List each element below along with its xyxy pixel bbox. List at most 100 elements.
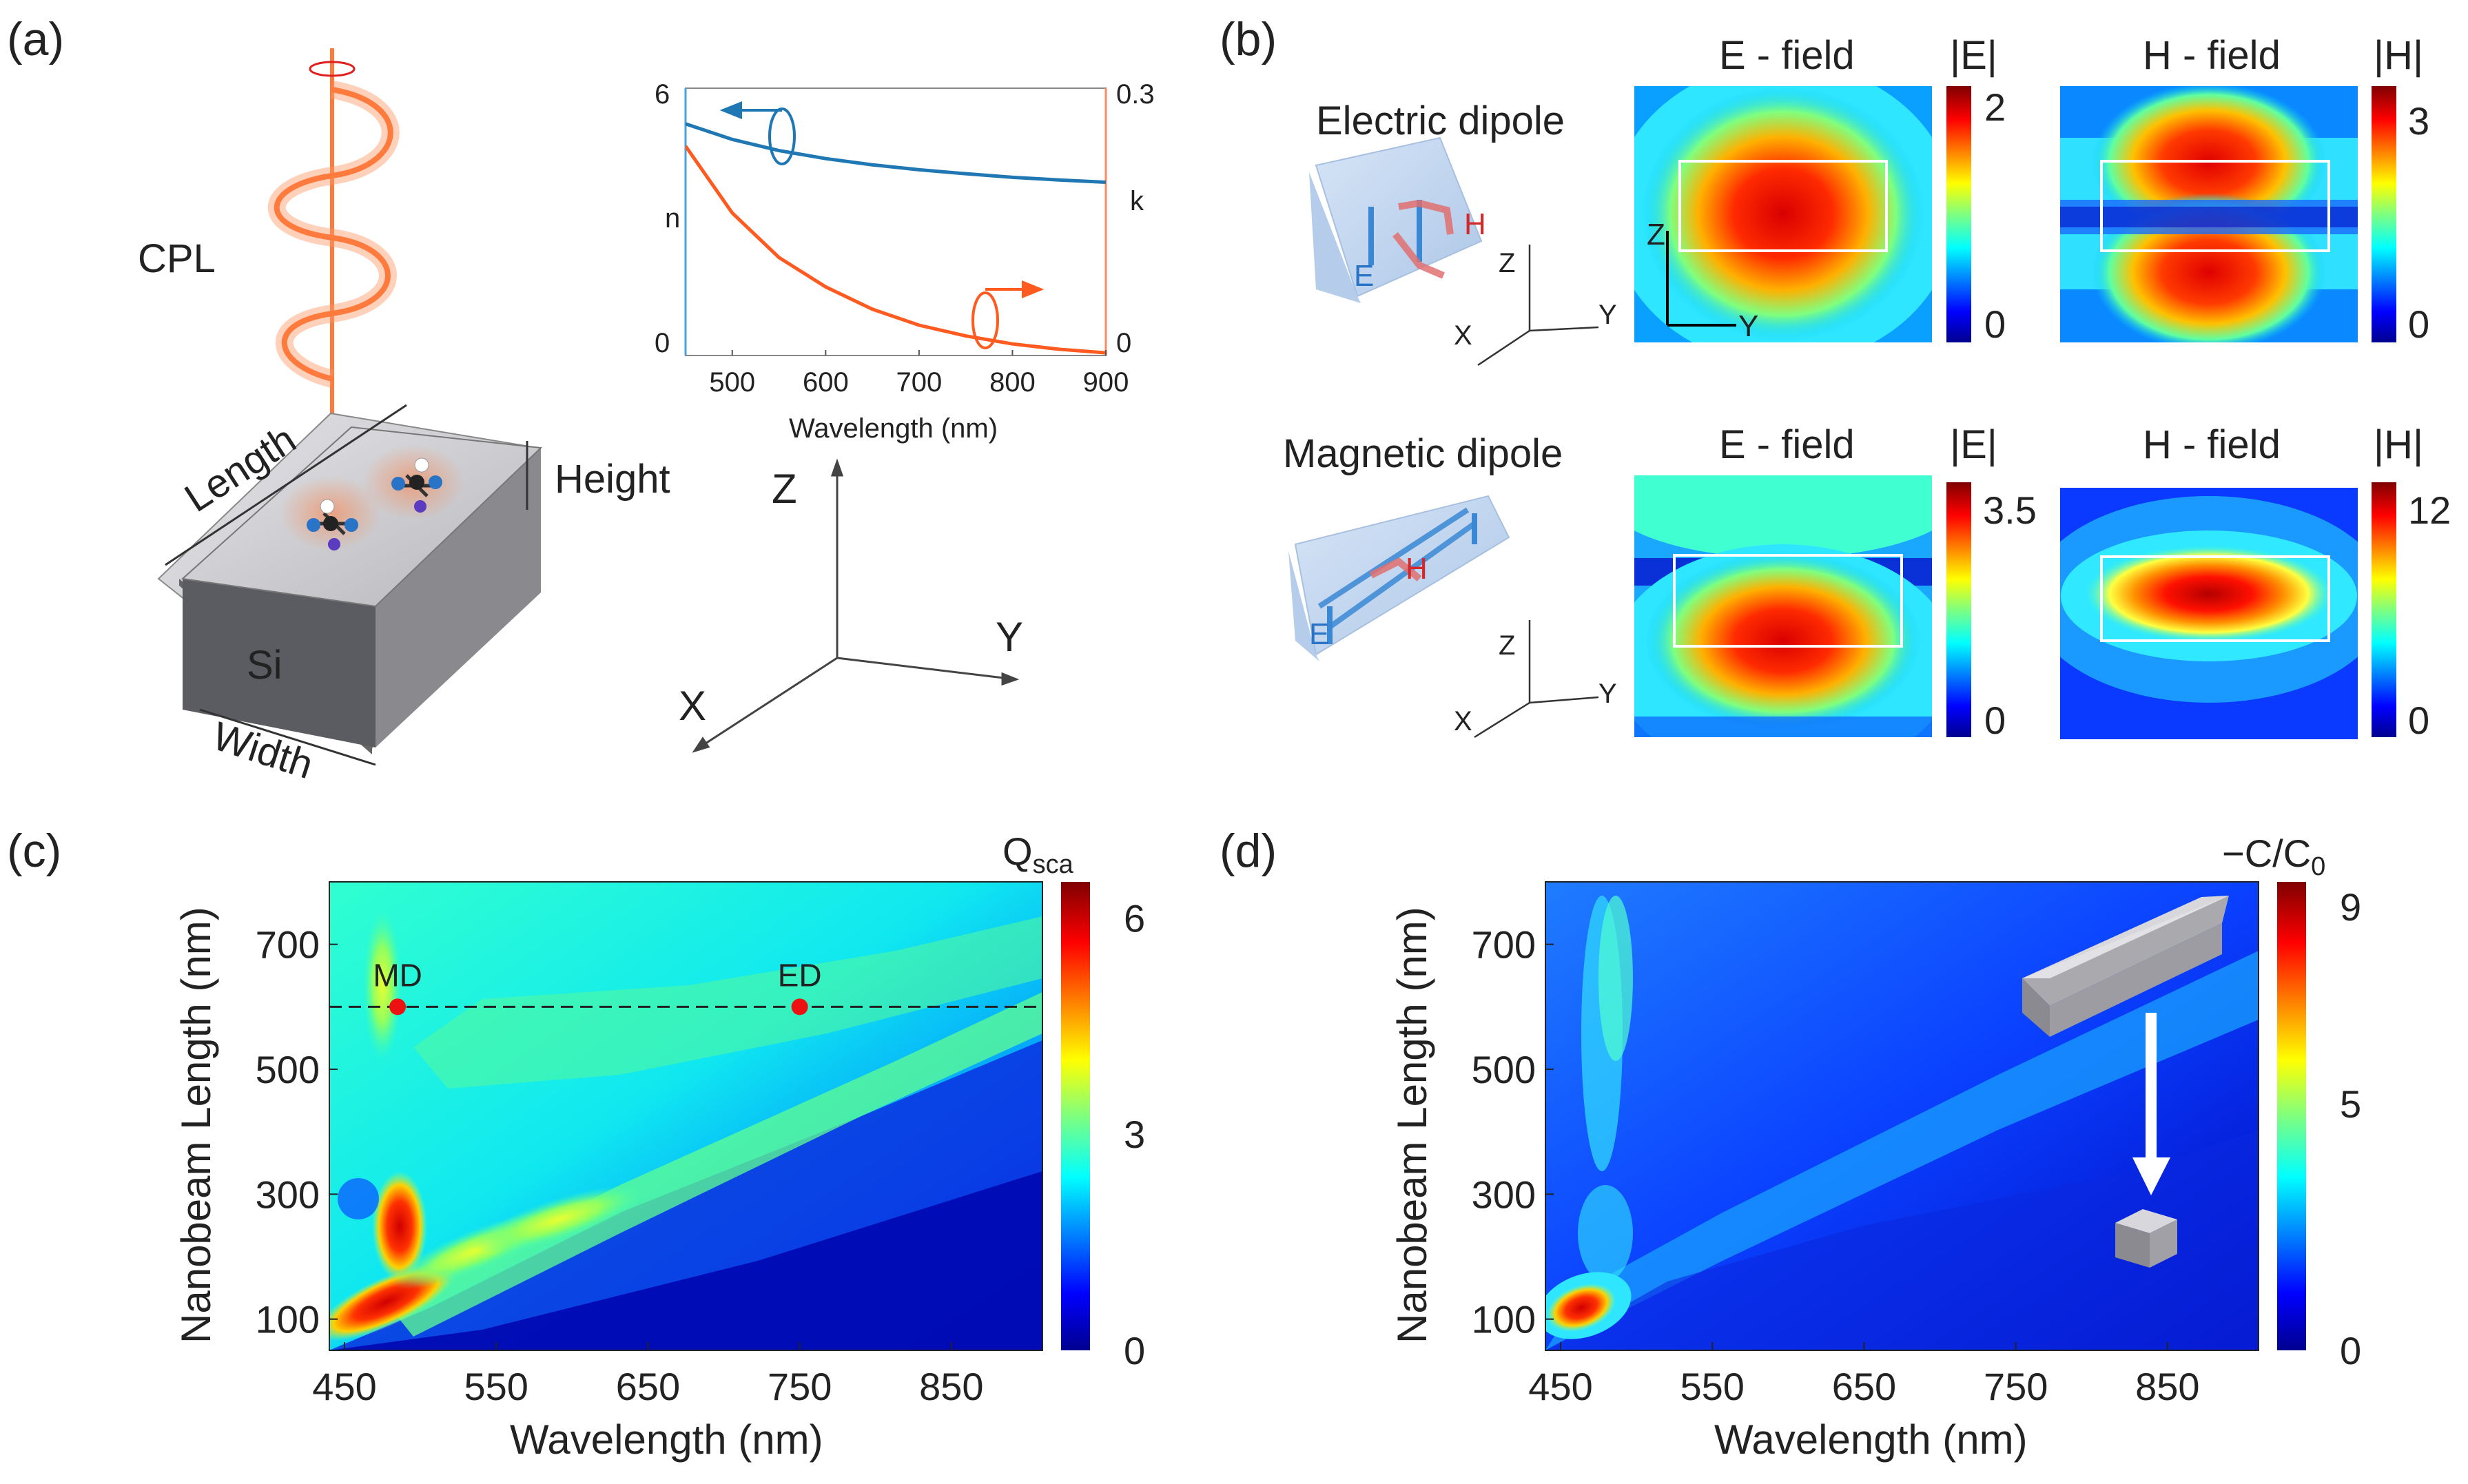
chirality-heatmap: [1545, 882, 2259, 1350]
d-xlabel: Wavelength (nm): [1714, 1416, 2028, 1463]
x-tick-label: 550: [464, 1365, 528, 1408]
colorbar-tick-label: 3: [1124, 1113, 1145, 1156]
ed-map-axes: [1666, 231, 1736, 327]
series-line-n: [686, 122, 1106, 184]
series-line-k: [686, 145, 1106, 355]
ed-h-field-title: H - field: [2143, 33, 2281, 78]
marker-label-md: MD: [373, 957, 422, 993]
marker-md: [389, 998, 407, 1016]
ed-axis-y: Y: [1598, 300, 1617, 330]
nk-ylabel-right: k: [1130, 186, 1144, 216]
md-axis-x: X: [1454, 706, 1472, 736]
nk-x-tick-label: 600: [803, 367, 849, 398]
panel-b-label: (b): [1220, 13, 1277, 65]
md-h-field-title: H - field: [2143, 422, 2281, 467]
ed-e-field-map: [1634, 86, 1932, 342]
chirality-colorbar-label: −C/C0: [2222, 832, 2325, 881]
nk-x-tick-label: 700: [896, 367, 943, 398]
c-ylabel: Nanobeam Length (nm): [173, 907, 219, 1343]
qsca-colorbar-sub: sca: [1033, 850, 1074, 879]
md-e-max: 3.5: [1983, 488, 2037, 532]
md-e-field-map: [1634, 475, 1932, 737]
ed-e-colorbar-label: |E|: [1950, 33, 1997, 78]
x-tick-label: 850: [919, 1365, 983, 1408]
d-ylabel: Nanobeam Length (nm): [1389, 907, 1435, 1343]
si-label: Si: [247, 643, 282, 688]
nk-y-left-tick: 6: [655, 79, 670, 110]
qsca-colorbar: [1061, 882, 1090, 1350]
panel-c-label: (c): [7, 825, 61, 877]
md-h-max: 12: [2408, 488, 2451, 532]
nk-xlabel: Wavelength (nm): [789, 413, 998, 444]
nk-ylabel-left: n: [665, 203, 680, 234]
ed-map-axis-y: Y: [1738, 309, 1758, 343]
md-h-field-map: [2060, 488, 2358, 739]
ed-axis-z: Z: [1499, 248, 1515, 278]
md-axis-z: Z: [1499, 630, 1515, 661]
colorbar-tick-label: 0: [2340, 1329, 2361, 1372]
ed-h-arrow-label: H: [1464, 207, 1486, 241]
x-tick-label: 550: [1680, 1365, 1745, 1408]
colorbar-tick-label: 6: [1124, 896, 1145, 940]
x-tick-label: 650: [1832, 1365, 1896, 1408]
md-e-field-title: E - field: [1719, 422, 1855, 467]
md-h-colorbar-label: |H|: [2374, 422, 2423, 467]
panel-c: (c) MD ED 450 550 650 750 850100300500700630 …: [7, 825, 1145, 1463]
magnetic-dipole-schematic: [1288, 495, 1510, 661]
marker-ed: [791, 998, 808, 1016]
ed-e-max: 2: [1984, 85, 2006, 129]
qsca-heatmap: [329, 882, 1042, 1350]
y-tick-label: 500: [256, 1048, 320, 1091]
k-axis-indicator: [971, 280, 1045, 349]
md-axes: [1474, 620, 1599, 739]
height-label: Height: [555, 457, 670, 502]
x-tick-label: 750: [1984, 1365, 2048, 1408]
axis-x-label: X: [679, 683, 706, 729]
md-e-colorbar-label: |E|: [1950, 422, 1997, 467]
colorbar-tick-label: 9: [2340, 885, 2361, 929]
ed-axis-x: X: [1454, 320, 1472, 351]
nk-x-tick-label: 500: [709, 367, 755, 398]
ed-h-max: 3: [2408, 99, 2429, 143]
axes-3d: [692, 458, 1020, 753]
panel-d-label: (d): [1220, 825, 1277, 877]
ed-h-colorbar: [2372, 86, 2396, 342]
md-axis-y: Y: [1598, 679, 1617, 709]
nk-y-right-tick: 0: [1116, 328, 1131, 358]
y-tick-label: 500: [1472, 1048, 1536, 1091]
x-tick-label: 650: [616, 1365, 680, 1408]
axis-z-label: Z: [772, 466, 797, 512]
c-xlabel: Wavelength (nm): [510, 1416, 823, 1463]
md-e-min: 0: [1984, 699, 2006, 742]
electric-dipole-title: Electric dipole: [1316, 99, 1565, 143]
panel-b: (b) Electric dipole H E Z Y X E - field …: [1220, 13, 2451, 742]
nk-y-right-tick: 0.3: [1116, 79, 1155, 110]
ed-e-colorbar: [1946, 86, 1971, 342]
md-h-arrow-label: H: [1406, 552, 1428, 586]
marker-label-ed: ED: [778, 957, 822, 993]
si-block: [157, 412, 543, 754]
y-tick-label: 700: [256, 923, 320, 967]
y-tick-label: 300: [1472, 1173, 1536, 1216]
electric-dipole-schematic: [1309, 136, 1483, 303]
md-e-arrow-label: E: [1309, 617, 1329, 651]
panel-a-label: (a): [7, 13, 64, 65]
y-tick-label: 100: [256, 1298, 320, 1341]
qsca-colorbar-main: Q: [1002, 829, 1033, 873]
y-tick-label: 700: [1472, 923, 1536, 967]
md-h-colorbar: [2372, 482, 2396, 737]
md-e-colorbar: [1946, 482, 1971, 737]
nk-y-left-tick: 0: [655, 328, 670, 358]
ed-e-min: 0: [1984, 302, 2006, 346]
dimension-lines: [165, 404, 528, 766]
cpl-helix: [267, 48, 400, 413]
panel-a: (a) CPL: [7, 13, 1155, 787]
ed-map-axis-z: Z: [1647, 218, 1665, 251]
ed-e-arrow-label: E: [1354, 259, 1374, 293]
n-axis-indicator: [719, 101, 796, 165]
nk-plot-frame: [685, 87, 1107, 356]
cpl-label: CPL: [138, 236, 216, 281]
chirality-plot-frame: [1545, 881, 2259, 1351]
